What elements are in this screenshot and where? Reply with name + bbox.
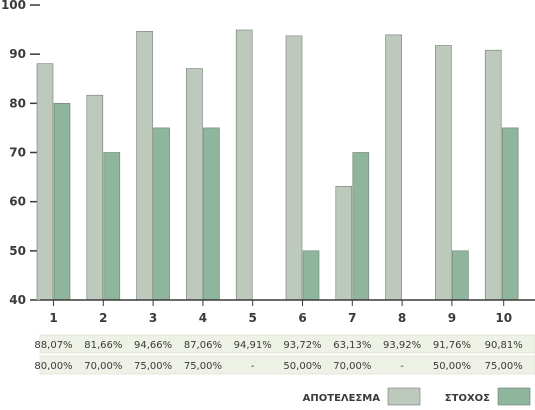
bar-stoxos-2 (103, 152, 121, 301)
table-cell: - (400, 361, 404, 372)
table-cell: 80,00% (34, 361, 72, 372)
table-row (39, 355, 535, 375)
bar-stoxos-1 (53, 103, 71, 301)
bar-stoxos-3 (153, 127, 170, 301)
table-cell: 50,00% (283, 361, 321, 372)
table-cell: 50,00% (433, 361, 471, 372)
x-tick-label: 9 (448, 311, 456, 325)
table-cell: 94,91% (234, 340, 272, 351)
bar-apotelesma-4 (186, 68, 203, 301)
x-tick-label: 1 (49, 311, 57, 325)
table-cell: 93,92% (383, 340, 421, 351)
table-cell: 75,00% (485, 361, 523, 372)
bar-apotelesma-8 (385, 34, 402, 301)
table-cell: 81,66% (84, 340, 122, 351)
y-tick-label: 40 (9, 293, 26, 307)
values-table: 88,07% 81,66% 94,66% 87,06% 94,91% 93,72% 63,1… (34, 334, 535, 375)
x-tick-label: 2 (99, 311, 107, 325)
bar-apotelesma-1 (36, 63, 54, 301)
y-tick-label: 70 (9, 146, 26, 160)
x-tick-label: 7 (348, 311, 356, 325)
bar-apotelesma-2 (86, 94, 104, 301)
table-row (39, 334, 535, 354)
table-cell: 88,07% (34, 340, 72, 351)
bar-apotelesma-9 (435, 45, 452, 301)
bar-apotelesma-3 (136, 30, 153, 301)
table-cell: 70,00% (84, 361, 122, 372)
y-axis-ticks: 40 50 60 70 80 90 100 (1, 0, 40, 307)
table-cell: 87,06% (184, 340, 222, 351)
legend-swatch-stoxos (497, 387, 531, 406)
y-tick-label: 50 (9, 244, 26, 258)
bar-apotelesma-6 (285, 35, 303, 301)
y-tick-label: 100 (1, 0, 26, 12)
table-cell: 70,00% (333, 361, 371, 372)
table-cell: 63,13% (333, 340, 371, 351)
table-cell: 91,76% (433, 340, 471, 351)
x-tick-label: 3 (149, 311, 157, 325)
bar-stoxos-10 (501, 127, 519, 301)
legend: ΑΠΟΤΕΛΕΣΜΑ ΣΤΟΧΟΣ (303, 387, 531, 406)
bar-apotelesma-5 (235, 29, 253, 301)
y-tick-label: 60 (9, 195, 26, 209)
legend-swatch-apotelesma (387, 387, 421, 406)
table-cell: 90,81% (485, 340, 523, 351)
bar-stoxos-6 (302, 250, 320, 301)
bar-stoxos-4 (203, 127, 220, 301)
bar-stoxos-9 (452, 250, 469, 301)
legend-label-stoxos: ΣΤΟΧΟΣ (445, 393, 490, 404)
x-tick-label: 8 (398, 311, 406, 325)
table-cell: 93,72% (283, 340, 321, 351)
bar-stoxos-7 (352, 152, 370, 301)
table-cell: - (251, 361, 255, 372)
bar-apotelesma-7 (335, 186, 353, 301)
x-tick-label: 10 (495, 311, 512, 325)
y-tick-label: 90 (9, 47, 26, 61)
y-tick-label: 80 (9, 96, 26, 110)
bar-apotelesma-10 (484, 49, 502, 301)
bars (36, 29, 519, 301)
x-tick-label: 6 (298, 311, 306, 325)
legend-label-apotelesma: ΑΠΟΤΕΛΕΣΜΑ (303, 393, 381, 404)
table-cell: 75,00% (134, 361, 172, 372)
table-cell: 75,00% (184, 361, 222, 372)
x-tick-label: 5 (249, 311, 257, 325)
x-tick-label: 4 (199, 311, 207, 325)
table-cell: 94,66% (134, 340, 172, 351)
x-axis-ticks: 1 2 3 4 5 6 7 8 9 10 (49, 300, 512, 325)
